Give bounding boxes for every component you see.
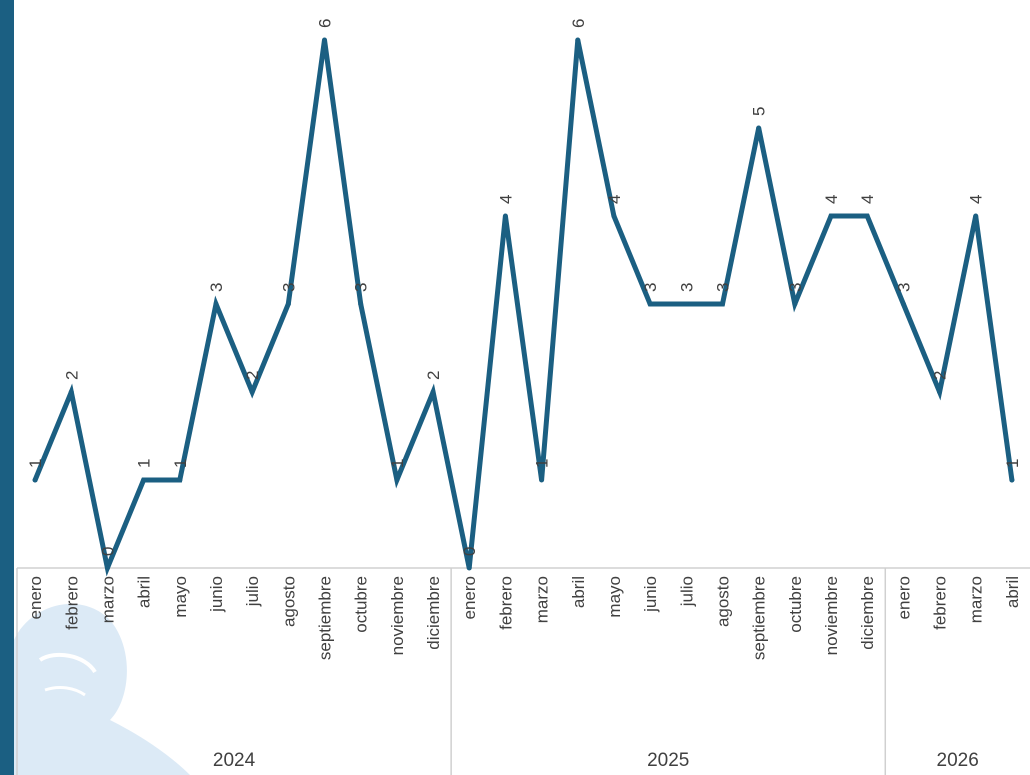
data-label: 1 <box>388 459 407 468</box>
data-label: 6 <box>316 19 335 28</box>
data-points <box>32 37 1015 571</box>
category-tick-label: febrero <box>62 576 81 630</box>
category-tick-label: abril <box>1003 576 1022 608</box>
data-label: 2 <box>424 371 443 380</box>
category-tick-label: junio <box>207 576 226 613</box>
category-tick-label: enero <box>894 576 913 619</box>
category-tick-label: agosto <box>713 576 732 627</box>
year-label: 2024 <box>213 750 256 771</box>
data-label: 3 <box>641 283 660 292</box>
year-group-labels: 2024 2025 2026 <box>213 750 979 771</box>
data-label: 3 <box>713 283 732 292</box>
data-label: 0 <box>460 547 479 556</box>
data-point <box>394 477 400 483</box>
category-tick-label: enero <box>26 576 45 619</box>
data-label: 3 <box>894 283 913 292</box>
category-tick-labels: enero febrero marzo abril mayo junio julio agos… <box>26 576 1022 660</box>
category-tick-label: septiembre <box>316 576 335 660</box>
data-label: 1 <box>1003 459 1022 468</box>
data-point <box>213 301 219 307</box>
data-label: 3 <box>677 283 696 292</box>
data-label: 4 <box>605 195 624 204</box>
data-point <box>104 565 110 571</box>
data-label: 2 <box>62 371 81 380</box>
data-label: 1 <box>171 459 190 468</box>
data-label: 3 <box>207 283 226 292</box>
data-point <box>466 565 472 571</box>
data-label: 1 <box>135 459 154 468</box>
category-tick-label: junio <box>641 576 660 613</box>
category-tick-label: julio <box>243 576 262 607</box>
data-label: 4 <box>858 195 877 204</box>
data-point <box>864 213 870 219</box>
data-point <box>177 477 183 483</box>
data-label: 3 <box>279 283 298 292</box>
category-tick-label: febrero <box>931 576 950 630</box>
category-tick-label: marzo <box>533 576 552 623</box>
year-label: 2026 <box>937 750 979 771</box>
category-tick-label: octubre <box>352 576 371 633</box>
category-tick-label: agosto <box>279 576 298 627</box>
data-label: 4 <box>967 195 986 204</box>
data-label: 2 <box>931 371 950 380</box>
data-point <box>285 301 291 307</box>
data-label: 4 <box>496 195 515 204</box>
data-label: 0 <box>98 547 117 556</box>
data-point <box>141 477 147 483</box>
data-point <box>68 389 74 395</box>
data-point <box>900 301 906 307</box>
data-labels: 1 2 0 1 1 3 2 3 6 3 1 2 0 4 1 6 4 3 3 3 5 3 4 4 3 2 4 1 <box>26 19 1022 556</box>
category-tick-label: febrero <box>496 576 515 630</box>
data-point <box>358 301 364 307</box>
data-point <box>322 37 328 43</box>
category-tick-label: enero <box>460 576 479 619</box>
category-tick-label: abril <box>569 576 588 608</box>
data-point <box>249 389 255 395</box>
left-accent-strip <box>0 0 14 775</box>
data-label: 1 <box>26 459 45 468</box>
data-point <box>1009 477 1015 483</box>
series-line <box>32 39 1015 577</box>
data-point <box>32 477 38 483</box>
data-point <box>683 301 689 307</box>
category-tick-label: noviembre <box>388 576 407 655</box>
data-point <box>647 301 653 307</box>
data-point <box>792 301 798 307</box>
data-point <box>575 37 581 43</box>
data-label: 1 <box>533 459 552 468</box>
category-tick-label: abril <box>135 576 154 608</box>
data-label: 4 <box>822 195 841 204</box>
data-point <box>937 389 943 395</box>
category-tick-label: marzo <box>967 576 986 623</box>
category-tick-label: diciembre <box>858 576 877 650</box>
category-tick-label: marzo <box>98 576 117 623</box>
data-point <box>539 477 545 483</box>
data-label: 2 <box>243 371 262 380</box>
watermark-figure <box>14 603 190 775</box>
data-point <box>756 125 762 131</box>
category-tick-label: mayo <box>171 576 190 618</box>
category-axis-frame <box>16 567 1030 775</box>
data-label: 6 <box>569 19 588 28</box>
category-tick-label: mayo <box>605 576 624 618</box>
category-tick-label: noviembre <box>822 576 841 655</box>
data-label: 5 <box>750 107 769 116</box>
data-point <box>611 213 617 219</box>
data-label: 3 <box>352 283 371 292</box>
year-label: 2025 <box>647 750 689 771</box>
data-point <box>430 389 436 395</box>
data-point <box>502 213 508 219</box>
category-tick-label: julio <box>677 576 696 607</box>
data-label: 3 <box>786 283 805 292</box>
category-tick-label: diciembre <box>424 576 443 650</box>
data-point <box>828 213 834 219</box>
category-tick-label: octubre <box>786 576 805 633</box>
data-point <box>719 301 725 307</box>
category-tick-label: septiembre <box>750 576 769 660</box>
data-point <box>973 213 979 219</box>
